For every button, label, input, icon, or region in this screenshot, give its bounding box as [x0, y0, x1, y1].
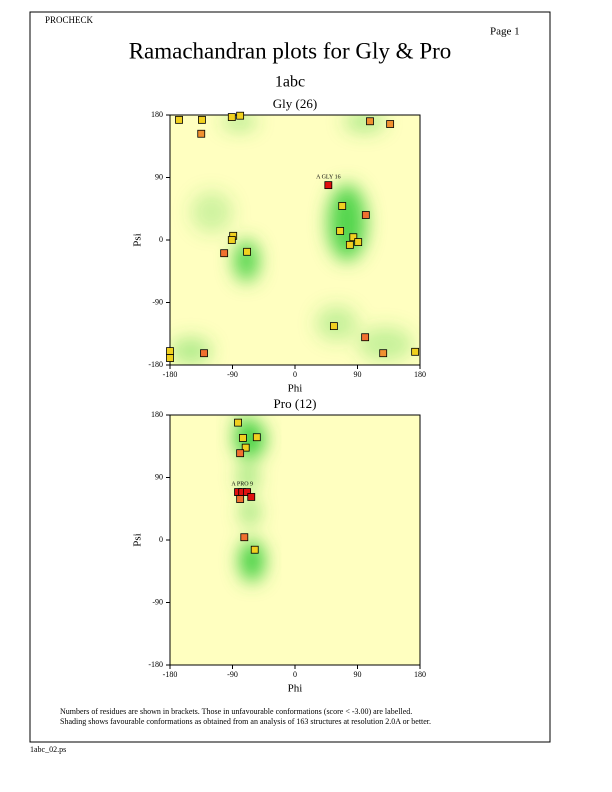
y-tick-label: -90 — [152, 297, 163, 306]
residue-point — [197, 129, 206, 138]
favourable-region — [237, 463, 259, 492]
note: Shading shows favourable conformations a… — [60, 717, 431, 726]
page-title: Ramachandran plots for Gly & Pro — [129, 38, 452, 63]
footer: 1abc_02.ps — [30, 745, 66, 754]
residue-point — [324, 181, 333, 190]
y-axis-label: Psi — [132, 533, 144, 546]
program-name: PROCHECK — [45, 15, 94, 25]
residue-point — [345, 240, 354, 249]
y-tick-label: 0 — [159, 235, 163, 244]
chart-title: Pro (12) — [274, 396, 317, 411]
y-tick-label: -90 — [152, 597, 163, 606]
residue-point — [361, 211, 370, 219]
residue-point — [252, 433, 261, 442]
x-tick-label: 90 — [354, 670, 362, 679]
residue-point — [227, 236, 236, 244]
y-tick-label: -180 — [148, 360, 163, 369]
residue-point — [379, 349, 388, 358]
shading-blur — [170, 115, 414, 365]
favourable-region — [357, 326, 414, 362]
residue-point — [361, 333, 370, 342]
x-tick-label: -90 — [227, 370, 238, 379]
y-tick-label: -180 — [148, 660, 163, 669]
page-number: Page 1 — [490, 26, 520, 38]
x-tick-label: 0 — [293, 670, 297, 679]
residue-point — [338, 202, 347, 210]
x-tick-label: -180 — [163, 670, 178, 679]
residue-point — [175, 115, 183, 124]
residue-point — [240, 533, 249, 542]
plot-background — [170, 415, 420, 665]
x-tick-label: 180 — [414, 670, 426, 679]
residue-point — [166, 347, 174, 356]
y-tick-label: 0 — [159, 535, 163, 544]
favourable-region — [233, 240, 259, 282]
shading — [170, 115, 414, 365]
favourable-region — [170, 337, 212, 365]
residue-point — [349, 233, 358, 242]
residue-label: A GLY 16 — [316, 175, 341, 181]
x-tick-label: 0 — [293, 370, 297, 379]
residue-point — [366, 117, 374, 126]
plot-background — [170, 115, 420, 365]
favourable-region — [343, 115, 386, 133]
residue-point — [329, 322, 338, 331]
note: Numbers of residues are shown in bracket… — [60, 707, 412, 716]
y-tick-label: 180 — [151, 410, 163, 419]
residue-point — [243, 247, 251, 256]
x-tick-label: 90 — [354, 370, 362, 379]
residue-point — [250, 545, 259, 554]
y-tick-label: 180 — [151, 110, 163, 119]
residue-point — [336, 227, 345, 235]
y-tick-label: 90 — [155, 172, 163, 181]
residue-point — [243, 488, 251, 496]
residue-point — [241, 443, 250, 452]
residue-point — [227, 113, 236, 121]
residue-point — [198, 115, 206, 124]
x-tick-label: -180 — [163, 370, 178, 379]
x-axis-label: Phi — [288, 683, 303, 695]
residue-point — [354, 238, 363, 246]
favourable-region — [240, 498, 260, 527]
y-axis-label: Psi — [132, 233, 144, 246]
x-axis-label: Phi — [288, 383, 303, 395]
favourable-region — [190, 191, 233, 234]
residue-point — [220, 249, 229, 258]
residue-point — [236, 449, 245, 458]
page-border — [29, 11, 551, 743]
favourable-region — [327, 184, 367, 261]
y-tick-label: 90 — [155, 472, 163, 481]
residue-point — [200, 349, 208, 358]
x-tick-label: 180 — [414, 370, 426, 379]
residue-label: A PRO 9 — [231, 481, 253, 487]
residue-point — [247, 493, 256, 501]
page-subtitle: 1abc — [275, 74, 305, 91]
residue-point — [239, 434, 247, 442]
residue-point — [166, 354, 174, 362]
residue-point — [386, 120, 395, 128]
x-tick-label: -90 — [227, 670, 238, 679]
residue-point — [236, 495, 245, 503]
residue-point — [236, 111, 245, 120]
residue-point — [234, 418, 242, 427]
residue-point — [411, 347, 420, 356]
chart-title: Gly (26) — [273, 96, 317, 111]
